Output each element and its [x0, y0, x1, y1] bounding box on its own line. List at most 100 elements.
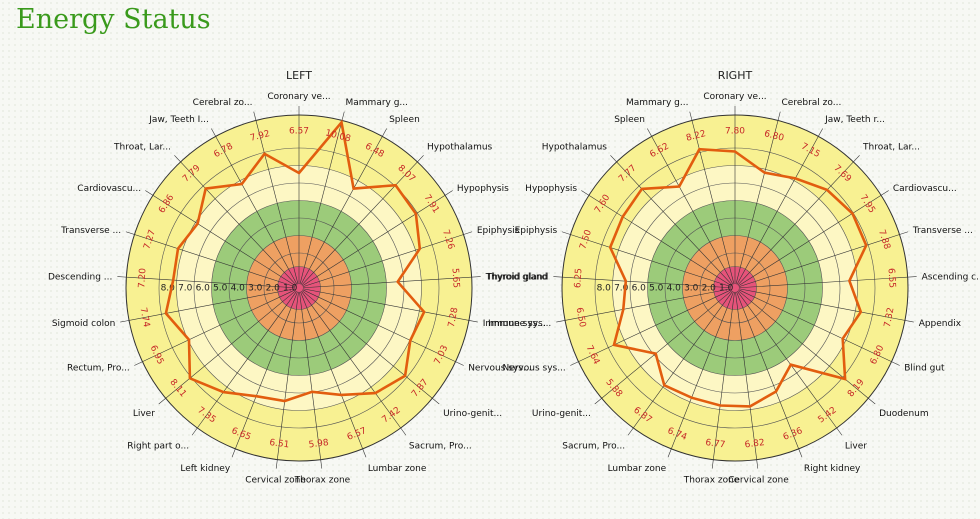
- left-scale-label: 4.0: [231, 284, 246, 294]
- right-scale-label: 8.0: [597, 284, 612, 294]
- left-axis-label: Lumbar zone: [368, 464, 427, 474]
- left-axis-label: Left kidney: [180, 464, 230, 474]
- right-spoke: [737, 291, 843, 436]
- left-chart-title: LEFT: [286, 69, 312, 82]
- right-axis-label: Sacrum, Pro...: [562, 441, 625, 451]
- right-spoke: [736, 291, 803, 458]
- left-axis-label: Thyroid gland: [485, 272, 548, 282]
- right-axis-label: Cardiovascu...: [893, 184, 957, 194]
- left-scale-label: 5.0: [213, 284, 228, 294]
- right-scale-label: 6.0: [632, 284, 647, 294]
- right-spoke: [738, 231, 909, 288]
- right-spoke: [689, 111, 735, 285]
- left-spoke: [117, 276, 296, 289]
- right-axis-label: Mammary g...: [626, 98, 689, 108]
- left-axis-label: Hypothalamus: [427, 143, 493, 153]
- left-spoke: [120, 288, 296, 323]
- right-spoke: [561, 231, 732, 288]
- right-axis-label: Epiphysis: [515, 226, 558, 236]
- left-spoke: [211, 128, 298, 285]
- left-axis-label: Descending ...: [48, 272, 112, 282]
- right-spoke: [737, 155, 860, 286]
- right-axis-label: Thyroid gland: [486, 272, 549, 282]
- right-spoke: [556, 288, 732, 323]
- left-spoke: [302, 190, 453, 287]
- left-spoke: [300, 128, 387, 285]
- left-spoke: [191, 291, 297, 436]
- left-series-line: [164, 119, 426, 403]
- right-radar-chart: RIGHT Coronary ve... Cerebral zo... Jaw, Te…: [486, 69, 980, 486]
- right-scale-label: 5.0: [649, 284, 664, 294]
- right-spoke: [581, 190, 732, 287]
- left-axis-label: Coronary ve...: [267, 92, 330, 102]
- right-value-label: 7.80: [725, 127, 745, 137]
- right-axis-label: Jaw, Teeth r...: [824, 115, 885, 125]
- left-axis-label: Cervical zone: [245, 476, 306, 486]
- left-axis-label: Cerebral zo...: [193, 98, 253, 108]
- left-spoke: [299, 111, 345, 285]
- left-value-label: 7.20: [137, 268, 148, 289]
- right-axis-label: Cervical zone: [728, 476, 789, 486]
- right-series-line: [608, 147, 868, 408]
- right-spoke: [594, 290, 733, 405]
- left-spoke: [301, 291, 407, 436]
- right-spoke: [627, 291, 733, 436]
- left-axis-label: Immune sys...: [483, 319, 546, 329]
- left-value-label: 5.98: [308, 438, 329, 450]
- right-axis-label: Immune sys...: [488, 319, 551, 329]
- left-spoke: [302, 231, 473, 288]
- left-value-label: 7.74: [137, 307, 151, 329]
- right-axis-label: Nervous sys...: [502, 364, 565, 374]
- right-spoke: [667, 291, 734, 458]
- right-spoke: [738, 288, 914, 323]
- right-spoke: [738, 276, 917, 289]
- left-axis-label: Epiphysis: [477, 226, 520, 236]
- left-scale-label: 3.0: [248, 284, 263, 294]
- left-spoke: [299, 291, 323, 469]
- right-spoke: [570, 289, 732, 366]
- right-axis-label: Duodenum: [879, 409, 929, 419]
- left-spoke: [301, 155, 424, 286]
- left-axis-label: Cardiovascu...: [77, 184, 141, 194]
- left-axis-label: Urino-genit...: [443, 409, 502, 419]
- left-spoke: [145, 190, 296, 287]
- left-axis-label: Throat, Lar...: [113, 143, 171, 153]
- right-spoke: [647, 128, 734, 285]
- right-axis-label: Cerebral zo...: [782, 98, 842, 108]
- right-axis-label: Right kidney: [804, 464, 861, 474]
- left-axis-label: Sacrum, Pro...: [409, 441, 472, 451]
- right-spoke: [738, 289, 900, 366]
- left-spoke: [158, 290, 297, 405]
- right-spoke: [737, 290, 876, 405]
- left-axis-label: Spleen: [389, 115, 420, 125]
- right-spoke: [735, 291, 759, 469]
- left-radar-chart: LEFT Coronary ve... Mammary g... Spleen Hypo…: [48, 69, 547, 486]
- left-axis-label: Rectum, Pro...: [67, 364, 130, 374]
- left-scale-label: 8.0: [161, 284, 176, 294]
- right-scale-label: 7.0: [614, 284, 629, 294]
- left-spoke: [275, 291, 299, 469]
- right-scale-label: 1.0: [719, 284, 734, 294]
- left-scale-label: 1.0: [283, 284, 298, 294]
- left-spoke: [134, 289, 296, 366]
- left-axis-label: Liver: [133, 409, 155, 419]
- page-title: Energy Status: [16, 4, 211, 35]
- left-scale-label: 7.0: [178, 284, 193, 294]
- right-value-label: 6.25: [573, 268, 584, 289]
- left-scale-label: 6.0: [196, 284, 211, 294]
- right-axis-label: Hypothalamus: [542, 143, 608, 153]
- right-axis-label: Urino-genit...: [532, 409, 591, 419]
- right-axis-label: Spleen: [614, 115, 645, 125]
- right-chart-title: RIGHT: [718, 69, 753, 82]
- left-axis-label: Thorax zone: [294, 476, 351, 486]
- right-value-label: 6.80: [763, 129, 785, 144]
- left-spoke: [302, 288, 478, 323]
- right-axis-label: Throat, Lar...: [862, 143, 920, 153]
- right-axis-label: Lumbar zone: [608, 464, 667, 474]
- right-scale-label: 4.0: [667, 284, 682, 294]
- right-scale-label: 2.0: [702, 284, 717, 294]
- left-spoke: [300, 291, 367, 458]
- right-spoke: [711, 291, 735, 469]
- right-axis-label: Blind gut: [904, 364, 945, 374]
